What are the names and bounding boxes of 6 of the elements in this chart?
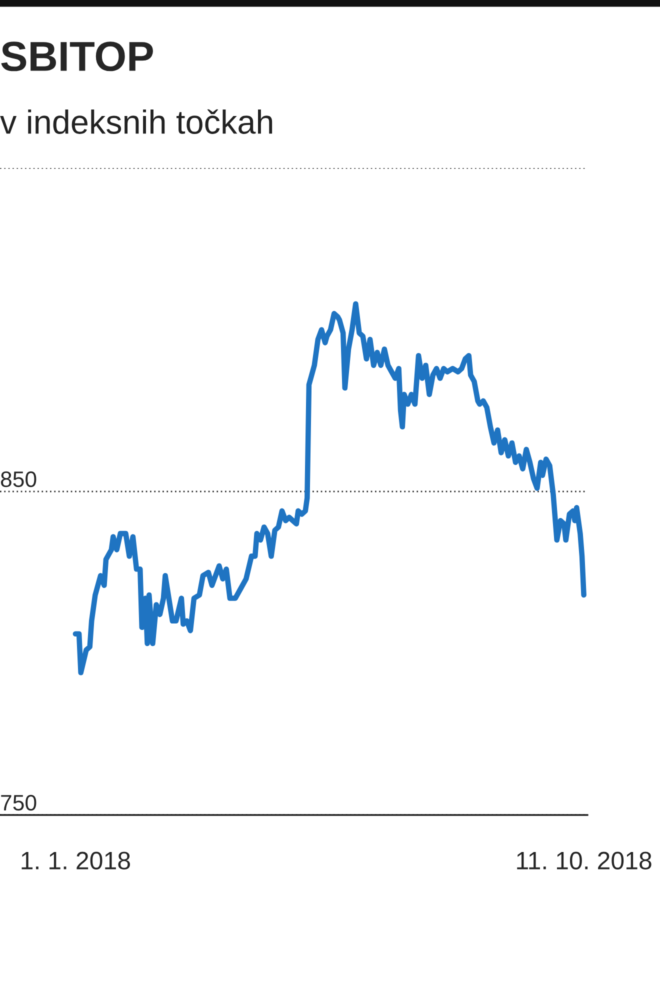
y-tick-label: 850 <box>0 471 36 488</box>
chart-title: SBITOP <box>1 42 153 72</box>
x-tick-label: 11. 10. 2018 <box>517 852 652 870</box>
y-tick-label: 750 <box>1 794 36 811</box>
chart-subtitle: v indeksnih točkah <box>0 109 272 134</box>
x-tick-label: 1. 1. 2018 <box>22 852 130 870</box>
